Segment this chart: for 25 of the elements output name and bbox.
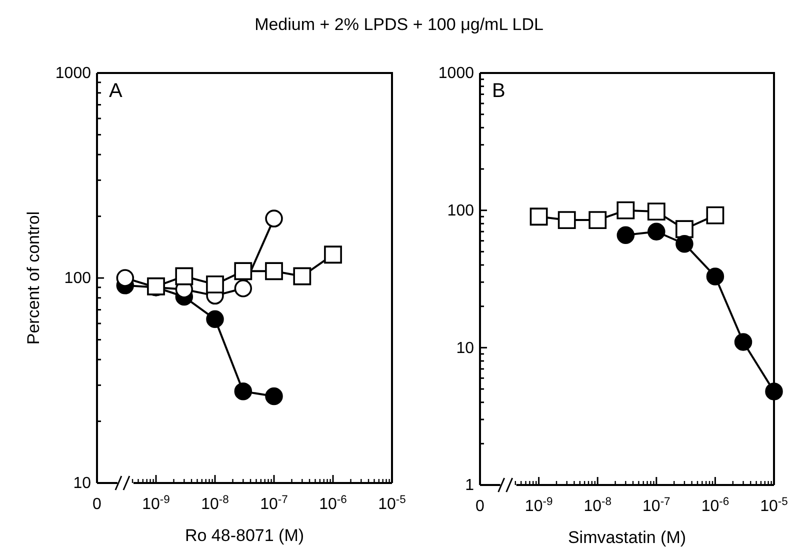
annotation: B [492,80,506,102]
annotation: A [109,80,123,102]
chart-title: Medium + 2% LPDS + 100 μg/mL LDL [254,15,544,34]
x-tick-label: 10$^{-9}$ [524,496,553,515]
x-tick-label: 10$^{-5}$ [378,494,406,513]
x-tick-label: 10$^{-8}$ [584,496,612,515]
x-tick-label: 10$^{-7}$ [260,494,288,513]
y-tick-label: 100 [64,270,92,288]
y-axis-title: Percent of control [24,211,43,345]
y-tick-label: 1000 [438,65,474,82]
x-axis-title: Simvastatin (M) [568,528,686,547]
y-tick-label: 10 [73,475,92,492]
x-tick-label: 10$^{-7}$ [642,496,670,515]
x-tick-label: 10$^{-8}$ [201,494,229,513]
x-tick-label: 10$^{-9}$ [142,494,170,513]
x-tick-label: 10$^{-6}$ [319,494,347,513]
y-tick-label: 1000 [55,65,92,82]
y-tick-label: 10 [456,340,474,357]
x-tick-label: 0 [92,496,102,513]
x-axis-title: Ro 48-8071 (M) [184,526,304,545]
y-tick-label: 1 [465,477,474,494]
x-tick-label: 0 [476,498,485,515]
x-tick-label: 10$^{-5}$ [760,496,788,515]
x-tick-label: 10$^{-6}$ [701,496,730,515]
y-tick-label: 100 [447,202,474,220]
